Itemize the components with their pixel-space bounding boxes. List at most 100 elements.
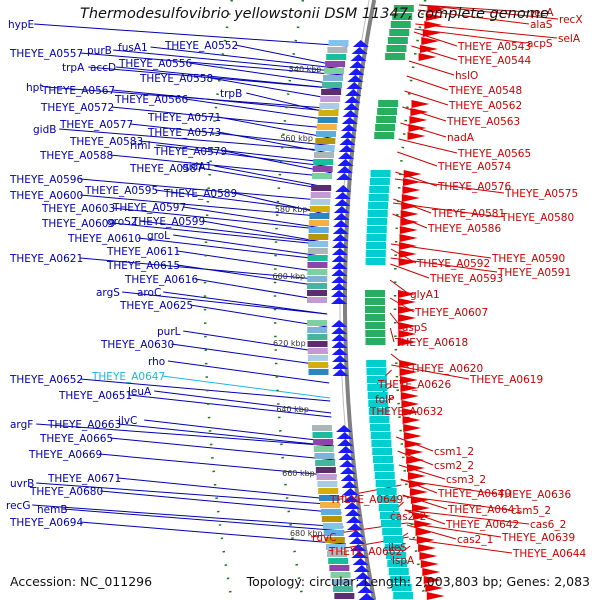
gene-band xyxy=(371,440,392,447)
right-gene-label: THEYE_A0619 xyxy=(469,374,543,386)
gene-arrow-right-strand xyxy=(425,584,444,592)
left-gene-label: THEYE_A0583 xyxy=(69,136,143,148)
gene-band xyxy=(365,258,386,265)
gene-arrow-left-strand xyxy=(332,355,348,362)
gene-band xyxy=(308,369,329,375)
gene-band xyxy=(330,572,351,578)
gene-arrow-left-strand xyxy=(337,446,354,453)
gene-arrow-left-strand xyxy=(350,544,367,551)
left-gene-label: THEYE_A0572 xyxy=(40,102,114,114)
left-connector xyxy=(163,291,328,315)
gene-band xyxy=(368,400,389,407)
gene-band xyxy=(377,496,398,503)
gene-arrow-right-strand xyxy=(414,520,433,528)
left-connector xyxy=(112,89,339,113)
gene-band xyxy=(308,241,329,247)
gene-arrow-left-strand xyxy=(333,213,350,220)
gene-arrow-right-strand xyxy=(402,416,421,424)
gene-arrow-right-strand xyxy=(408,124,427,132)
left-connector xyxy=(162,375,331,399)
right-connector xyxy=(404,509,530,525)
left-connector xyxy=(32,504,344,528)
right-connector xyxy=(406,75,449,91)
right-connector xyxy=(419,4,559,20)
right-gene-label: lspA xyxy=(392,555,415,567)
gene-band xyxy=(393,592,414,599)
right-gene-label: THEYE_A0620 xyxy=(409,363,483,375)
backbone-ring xyxy=(343,0,377,600)
gene-arrow-left-strand xyxy=(336,432,353,439)
right-gene-label: csm3_2 xyxy=(446,474,486,486)
right-connector xyxy=(402,494,448,510)
gene-arrow-left-strand xyxy=(331,341,348,348)
gene-band xyxy=(314,145,335,151)
gene-band xyxy=(309,220,330,226)
gene-arrow-right-strand xyxy=(398,338,417,346)
left-gene-label: gidB xyxy=(33,124,56,136)
gene-arrow-left-strand xyxy=(344,502,361,509)
gene-band xyxy=(312,166,333,172)
left-connector xyxy=(110,437,336,461)
gene-arrow-left-strand xyxy=(337,159,354,166)
gene-band xyxy=(373,456,393,463)
right-gene-label: THEYE_A0562 xyxy=(448,100,522,112)
map-title: Thermodesulfovibrio yellowstonii DSM 113… xyxy=(80,6,549,22)
gene-band xyxy=(389,29,410,36)
right-gene-label: THEYE_A0636 xyxy=(497,489,571,501)
gene-arrow-left-strand xyxy=(349,537,366,544)
left-connector xyxy=(195,278,328,302)
gene-features xyxy=(307,5,446,600)
right-connector xyxy=(415,23,558,39)
left-gene-label: leuA xyxy=(128,386,152,398)
gene-arrow-left-strand xyxy=(333,206,350,213)
right-gene-label: selA xyxy=(558,33,581,45)
gene-band xyxy=(317,481,338,487)
left-gene-label: trpA xyxy=(62,62,85,74)
left-connector xyxy=(183,330,328,354)
left-connector xyxy=(144,419,334,443)
gene-band xyxy=(374,132,395,139)
left-gene-label: accD xyxy=(90,62,116,74)
gene-band xyxy=(365,330,386,337)
left-gene-label: THEYE_A0610 xyxy=(67,233,141,245)
left-gene-label: THEYE_A0571 xyxy=(147,112,221,124)
right-gene-label: THEYE_A0632 xyxy=(369,406,443,418)
kbp-tick-label: 540 kbp xyxy=(289,65,322,74)
gene-arrow-left-strand xyxy=(340,131,357,138)
gene-arrow-left-strand xyxy=(354,572,371,579)
gene-arrow-right-strand xyxy=(400,210,419,218)
left-gene-label: hypE xyxy=(8,19,34,31)
right-connector xyxy=(400,478,438,494)
left-connector xyxy=(183,206,329,230)
gene-arrow-left-strand xyxy=(345,89,362,96)
right-gene-label: THEYE_A0548 xyxy=(448,85,522,97)
left-gene-label: THEYE_A0587 xyxy=(129,163,203,175)
gene-band xyxy=(385,552,406,559)
right-gene-label: ruvC xyxy=(312,532,337,544)
left-connector xyxy=(110,154,332,178)
left-gene-label: THEYE_A0616 xyxy=(124,274,198,286)
left-gene-label: THEYE_A0566 xyxy=(114,94,188,106)
right-gene-label: hslO xyxy=(455,70,478,82)
left-gene-label: uvrB xyxy=(10,478,34,490)
gene-band xyxy=(323,530,344,536)
gene-band xyxy=(380,520,401,527)
kbp-tick-label: 680 kbp xyxy=(290,529,323,538)
left-gene-label: THEYE_A0647 xyxy=(91,371,165,383)
right-gene-label: csm5_2 xyxy=(511,505,551,517)
gene-arrow-left-strand xyxy=(339,460,356,467)
gene-band xyxy=(331,579,352,585)
gene-band xyxy=(307,269,328,275)
right-gene-label: THEYE_A0586 xyxy=(427,223,501,235)
gene-arrow-right-strand xyxy=(423,576,442,584)
gene-band xyxy=(316,124,337,130)
gene-band xyxy=(316,474,337,480)
gene-arrow-left-strand xyxy=(346,82,363,89)
gene-band xyxy=(307,348,328,354)
gene-band xyxy=(325,61,346,67)
gene-band xyxy=(365,314,386,321)
right-gene-label: recX xyxy=(559,14,583,26)
right-connector xyxy=(397,450,434,466)
gene-arrow-right-strand xyxy=(410,108,429,116)
gene-arrow-left-strand xyxy=(357,586,374,593)
